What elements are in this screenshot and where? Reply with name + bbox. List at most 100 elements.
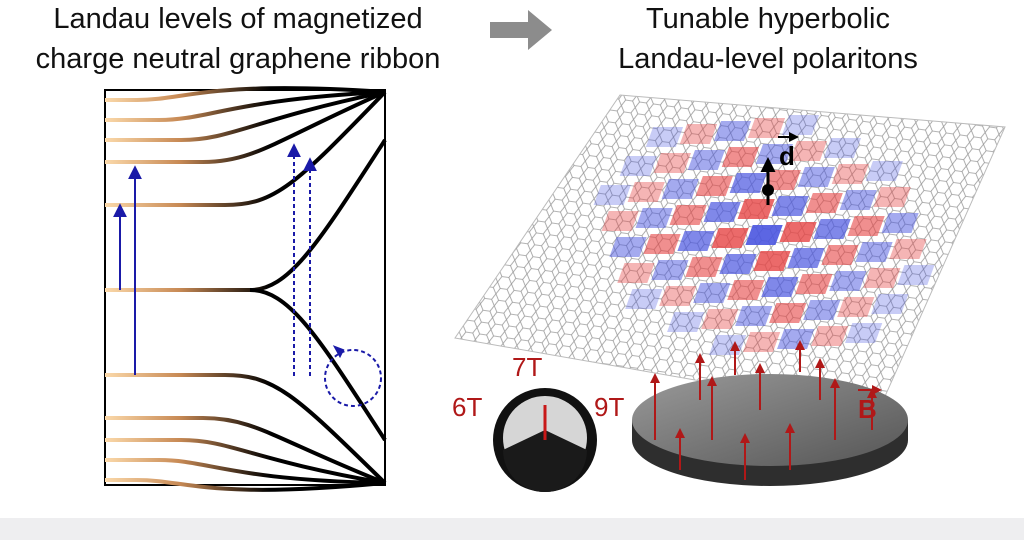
field-arrows — [650, 340, 877, 480]
field-lobe — [789, 141, 828, 161]
field-lobe — [625, 289, 663, 309]
field-lobe — [823, 138, 862, 158]
bottom-strip — [0, 518, 1024, 540]
field-lobe — [803, 300, 841, 320]
orbit-arrow — [332, 345, 345, 359]
left-title-line: charge neutral graphene ribbon — [36, 43, 441, 75]
field-lobe — [881, 213, 919, 233]
field-lobe — [703, 202, 741, 222]
field-label: B — [858, 394, 877, 424]
field-lobe — [743, 332, 781, 352]
field-lobe — [873, 187, 911, 207]
landau-level — [105, 90, 387, 207]
field-lobe — [863, 268, 901, 288]
gauge-label: 7T — [512, 352, 542, 382]
field-lobe — [747, 118, 786, 138]
field-lobe — [855, 242, 893, 262]
field-lobe — [701, 309, 739, 329]
field-lobe — [619, 156, 657, 176]
right-title-line: Landau-level polaritons — [618, 43, 918, 75]
left-title-line: Landau levels of magnetized — [53, 3, 422, 35]
gauge-base — [503, 430, 587, 492]
field-lobe — [847, 216, 885, 236]
field-lobe — [831, 164, 869, 184]
landau-level — [105, 438, 386, 485]
cyclotron-orbit — [324, 349, 382, 407]
field-lobe — [727, 280, 765, 300]
field-lobe — [617, 263, 655, 283]
field-lobe — [659, 286, 697, 306]
dipole: d — [760, 132, 799, 205]
landau-level — [105, 90, 386, 164]
field-lobe — [889, 239, 927, 259]
field-lobe — [839, 190, 877, 210]
field-lobe — [667, 312, 705, 332]
field-lobe — [795, 274, 833, 294]
field-lobe — [643, 234, 681, 254]
field-lobe — [737, 199, 775, 219]
landau-level — [105, 86, 386, 102]
field-lobe — [829, 271, 867, 291]
field-lobe — [813, 219, 851, 239]
field-lobe — [627, 182, 665, 202]
field-lobe — [677, 231, 715, 251]
field-lobe — [711, 228, 749, 248]
dipole-label: d — [779, 141, 795, 171]
field-lobe — [693, 283, 731, 303]
field-lobe — [779, 222, 817, 242]
landau-level — [105, 90, 386, 142]
field-lobe — [695, 176, 733, 196]
polariton-field — [593, 115, 935, 355]
field-lobe — [811, 326, 849, 346]
field-lobe — [651, 260, 689, 280]
field-lobe — [735, 306, 773, 326]
field-lobe — [685, 257, 723, 277]
gauge — [493, 388, 597, 492]
field-lobe — [653, 153, 691, 173]
field-lobe — [729, 173, 767, 193]
right-title-line: Tunable hyperbolic — [646, 3, 890, 35]
field-lobe — [781, 115, 820, 135]
gauge-label: 9T — [594, 392, 624, 422]
field-lobe — [897, 265, 935, 285]
landau-level — [105, 478, 386, 492]
field-lobe — [871, 294, 909, 314]
field-lobe — [601, 211, 639, 231]
field-lobe — [745, 225, 783, 245]
field-lobe — [593, 185, 631, 205]
field-lobe — [721, 147, 760, 167]
field-lobe — [821, 245, 859, 265]
field-lobe — [787, 248, 825, 268]
transitions — [113, 143, 382, 407]
field-lobe — [679, 124, 718, 144]
landau-level — [105, 90, 386, 122]
field-lobe — [669, 205, 707, 225]
landau-level — [249, 288, 387, 442]
field-lobe — [645, 127, 684, 147]
dipole-dot — [762, 184, 774, 196]
field-lobe — [719, 254, 757, 274]
gauge-label: 6T — [452, 392, 482, 422]
field-lobe — [713, 121, 752, 141]
landau-plot — [104, 86, 387, 492]
field-lobe — [687, 150, 726, 170]
field-lobe — [845, 323, 883, 343]
field-lobe — [805, 193, 843, 213]
field-lobe — [769, 303, 807, 323]
field-lobe — [609, 237, 647, 257]
landau-level — [105, 373, 387, 485]
field-lobe — [771, 196, 809, 216]
landau-level — [105, 458, 386, 485]
field-lobe — [763, 170, 801, 190]
flow-arrow — [490, 10, 552, 50]
field-lobe — [635, 208, 673, 228]
field-lobe — [761, 277, 799, 297]
field-lobe — [865, 161, 903, 181]
field-lobe — [837, 297, 875, 317]
landau-level — [105, 416, 386, 485]
field-lobe — [797, 167, 835, 187]
field-lobe — [753, 251, 791, 271]
field-lobe — [661, 179, 699, 199]
